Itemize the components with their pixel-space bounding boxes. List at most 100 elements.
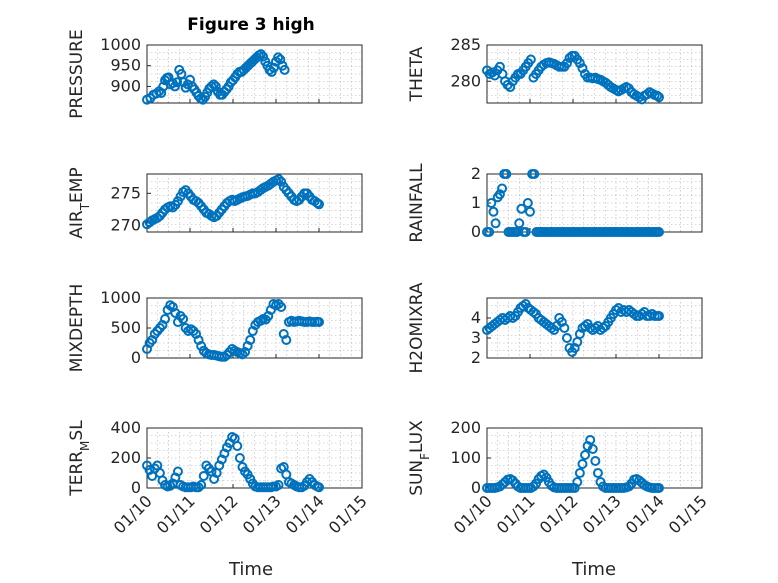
data-point: [198, 471, 209, 481]
y-axis-label: H2OMIXRA: [407, 282, 427, 373]
data-point: [160, 314, 171, 324]
y-tick-label: 270: [110, 216, 141, 235]
data-point: [281, 335, 292, 345]
y-axis-label: RAINFALL: [407, 163, 427, 243]
data-point: [561, 333, 572, 343]
y-tick-label: 0: [131, 478, 141, 497]
x-tick-label: 01/11: [153, 491, 199, 537]
x-axis-label-right: Time: [571, 559, 616, 580]
data-point: [279, 64, 290, 75]
data-point: [276, 176, 287, 187]
data-point: [529, 169, 540, 179]
data-point: [516, 203, 527, 214]
subplot-mixdepth: 0 500 1000 MIXDEPTH: [67, 284, 363, 373]
figure-title: Figure 3 high: [187, 15, 315, 35]
x-axis-label-left: Time: [228, 559, 273, 580]
data-point: [193, 482, 204, 493]
data-point: [196, 480, 207, 490]
y-axis-label: MIXDEPTH: [67, 284, 87, 373]
data-point: [276, 302, 287, 312]
y-tick-label: 2: [471, 164, 481, 183]
data-point: [234, 453, 245, 463]
data-point: [561, 58, 572, 69]
data-point: [654, 311, 664, 321]
data-point: [486, 198, 497, 208]
data-point: [654, 227, 664, 237]
data-point: [494, 189, 505, 200]
y-tick-label: 1000: [100, 35, 141, 54]
data-point: [314, 317, 324, 327]
y-tick-label: 400: [110, 418, 141, 437]
data-point: [314, 482, 324, 493]
y-tick-label: 900: [110, 76, 141, 95]
y-tick-label: 275: [110, 183, 141, 202]
data-point: [592, 468, 603, 478]
data-point: [574, 58, 585, 69]
data-point: [273, 480, 284, 490]
data-point: [210, 81, 221, 92]
data-point: [577, 63, 588, 74]
y-tick-label: 0: [471, 222, 481, 241]
y-axis-label: TERRMSL: [67, 420, 92, 497]
data-point: [585, 435, 596, 445]
y-tick-label: 1000: [100, 288, 141, 307]
data-point: [587, 444, 598, 454]
data-point: [314, 199, 324, 210]
data-point: [501, 169, 512, 179]
data-point: [172, 77, 183, 88]
y-tick-label: 2: [471, 348, 481, 367]
data-point: [490, 218, 501, 229]
data-point: [208, 79, 219, 90]
y-axis-label: SUNFLUX: [407, 420, 432, 496]
data-point: [167, 202, 178, 213]
x-tick-label: 01/13: [239, 491, 285, 537]
data-point: [559, 323, 570, 333]
data-point: [572, 477, 583, 487]
y-tick-label: 0: [471, 478, 481, 497]
data-point: [652, 90, 663, 101]
x-tick-label: 01/12: [536, 491, 582, 537]
data-point: [273, 174, 284, 185]
subplot-air-temp: 270 275 AIRTEMP: [67, 167, 363, 239]
data-point: [522, 198, 533, 208]
data-point: [590, 456, 601, 466]
data-point: [196, 341, 207, 351]
data-point: [525, 54, 536, 65]
data-point: [654, 483, 664, 493]
x-tick-label: 01/11: [493, 491, 539, 537]
y-tick-label: 500: [110, 318, 141, 337]
x-tick-label: 01/14: [282, 491, 328, 537]
data-point: [520, 227, 531, 237]
x-tick-label: 01/15: [325, 491, 371, 537]
data-point: [232, 441, 243, 451]
data-point: [172, 466, 183, 477]
data-point: [525, 206, 535, 217]
y-tick-label: 3: [471, 328, 481, 347]
data-point: [245, 335, 256, 345]
y-axis-label: AIRTEMP: [67, 167, 92, 238]
y-tick-label: 1: [471, 193, 481, 212]
y-axis-label: PRESSURE: [67, 29, 87, 118]
y-tick-label: 280: [450, 71, 481, 90]
y-tick-label: 950: [110, 56, 141, 75]
data-point: [275, 54, 286, 65]
data-point: [488, 206, 499, 217]
y-tick-label: 200: [450, 418, 481, 437]
data-point: [237, 349, 248, 360]
data-point: [165, 480, 176, 491]
data-point: [505, 82, 516, 93]
data-point: [577, 459, 588, 469]
y-tick-label: 4: [471, 308, 481, 327]
y-tick-label: 100: [450, 448, 481, 467]
data-point: [206, 81, 217, 92]
data-point: [580, 450, 591, 460]
x-tick-label: 01/10: [110, 491, 156, 537]
subplot-h2omixra: 234 H2OMIXRA: [407, 282, 703, 374]
subplot-theta: 280 285 THETA: [407, 35, 703, 105]
data-point: [484, 227, 495, 237]
